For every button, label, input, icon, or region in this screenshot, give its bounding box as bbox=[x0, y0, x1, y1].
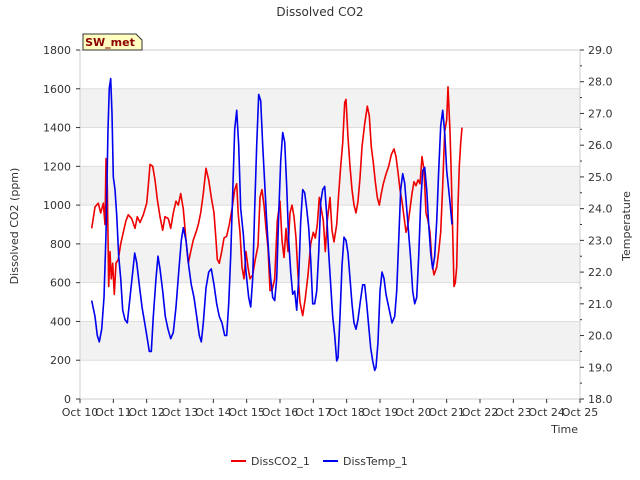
y-left-tick-label: 1800 bbox=[43, 44, 71, 57]
y-right-tick-label: 24.0 bbox=[588, 203, 613, 216]
y-left-tick-label: 600 bbox=[50, 277, 71, 290]
x-tick-label: Oct 10 bbox=[62, 406, 99, 419]
y-left-tick-label: 1600 bbox=[43, 83, 71, 96]
y-right-tick-label: 18.0 bbox=[588, 393, 613, 406]
x-tick-label: Oct 19 bbox=[362, 406, 399, 419]
y-left-tick-label: 1000 bbox=[43, 199, 71, 212]
y-right-tick-label: 28.0 bbox=[588, 76, 613, 89]
x-tick-label: Oct 13 bbox=[162, 406, 199, 419]
y-left-tick-label: 0 bbox=[64, 393, 71, 406]
y-left-tick-label: 200 bbox=[50, 354, 71, 367]
y-left-tick-label: 800 bbox=[50, 238, 71, 251]
y-axis-left-label: Dissolved CO2 (ppm) bbox=[8, 168, 21, 285]
legend: DissCO2_1 DissTemp_1 bbox=[231, 455, 408, 468]
plot-background bbox=[80, 88, 580, 361]
y-right-tick-label: 21.0 bbox=[588, 298, 613, 311]
y-right-tick-label: 26.0 bbox=[588, 139, 613, 152]
series-line-disstemp-1 bbox=[90, 77, 453, 372]
x-axis-label: Time bbox=[550, 423, 578, 436]
plot-band bbox=[80, 321, 580, 361]
x-tick-label: Oct 11 bbox=[95, 406, 132, 419]
y-axis-right: 18.0 19.0 20.0 21.0 22.0 23.0 24.0 25.0 26.0 27.0… bbox=[580, 44, 613, 406]
y-right-tick-label: 19.0 bbox=[588, 361, 613, 374]
y-axis-right-label: Temperature bbox=[620, 191, 633, 262]
station-badge: SW_met bbox=[82, 33, 143, 51]
x-tick-label: Oct 16 bbox=[262, 406, 299, 419]
series-layer bbox=[90, 77, 463, 372]
x-tick-label: Oct 22 bbox=[462, 406, 499, 419]
y-right-tick-label: 25.0 bbox=[588, 171, 613, 184]
x-tick-label: Oct 17 bbox=[295, 406, 332, 419]
station-badge-label: SW_met bbox=[85, 36, 135, 49]
x-tick-label: Oct 20 bbox=[395, 406, 432, 419]
y-left-tick-label: 400 bbox=[50, 315, 71, 328]
x-tick-label: Oct 14 bbox=[195, 406, 232, 419]
x-tick-label: Oct 23 bbox=[495, 406, 532, 419]
x-tick-label: Oct 21 bbox=[428, 406, 465, 419]
y-right-tick-label: 23.0 bbox=[588, 234, 613, 247]
x-tick-label: Oct 12 bbox=[128, 406, 165, 419]
x-tick-label: Oct 25 bbox=[562, 406, 599, 419]
y-left-tick-label: 1400 bbox=[43, 122, 71, 135]
y-right-tick-label: 29.0 bbox=[588, 44, 613, 57]
chart-title: Dissolved CO2 bbox=[276, 5, 363, 19]
legend-label-disstemp: DissTemp_1 bbox=[343, 455, 408, 468]
y-right-tick-label: 20.0 bbox=[588, 330, 613, 343]
y-left-tick-label: 1200 bbox=[43, 160, 71, 173]
x-tick-label: Oct 24 bbox=[528, 406, 565, 419]
legend-label-dissco2: DissCO2_1 bbox=[251, 455, 310, 468]
y-right-tick-label: 27.0 bbox=[588, 107, 613, 120]
x-tick-label: Oct 18 bbox=[328, 406, 365, 419]
plot-band bbox=[80, 88, 580, 128]
y-right-tick-label: 22.0 bbox=[588, 266, 613, 279]
grid bbox=[80, 49, 580, 400]
x-tick-label: Oct 15 bbox=[228, 406, 265, 419]
y-axis-left: 0 200 400 600 800 1000 1200 1400 1600 1800 bbox=[43, 44, 80, 406]
